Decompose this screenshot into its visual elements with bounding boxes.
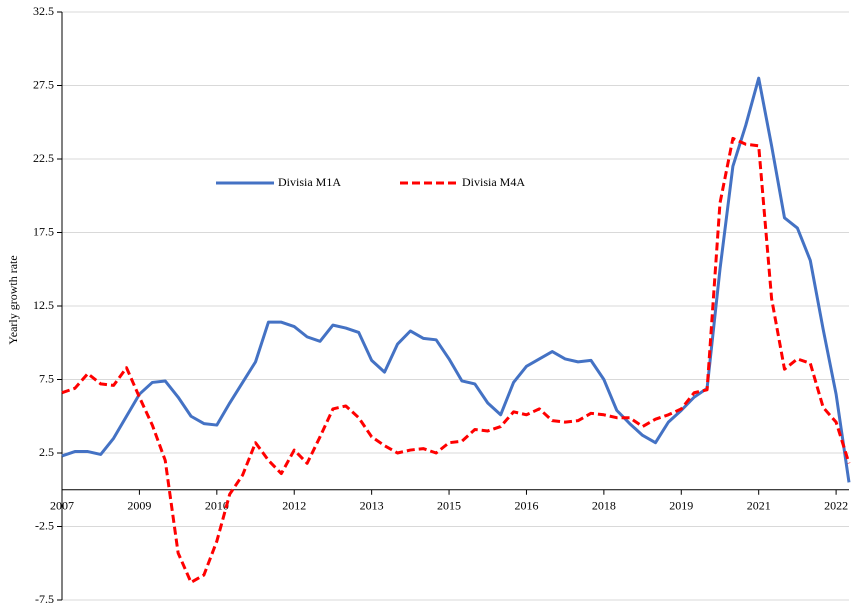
y-tick-label: -7.5 <box>35 592 54 606</box>
y-tick-label: 17.5 <box>33 224 54 238</box>
x-tick-label: 2021 <box>747 499 771 513</box>
x-tick-label: 2009 <box>127 499 151 513</box>
legend-label: Divisia M4A <box>462 175 525 189</box>
x-tick-label: 2012 <box>282 499 306 513</box>
y-tick-label: 22.5 <box>33 151 54 165</box>
y-tick-label: -2.5 <box>35 518 54 532</box>
x-tick-label: 2016 <box>514 499 538 513</box>
x-tick-label: 2010 <box>205 499 229 513</box>
y-tick-label: 32.5 <box>33 4 54 18</box>
y-tick-label: 2.5 <box>39 445 54 459</box>
legend-label: Divisia M1A <box>278 175 341 189</box>
y-axis-label: Yearly growth rate <box>6 255 20 344</box>
x-tick-label: 2019 <box>669 499 693 513</box>
y-tick-label: 7.5 <box>39 371 54 385</box>
y-tick-label: 12.5 <box>33 298 54 312</box>
line-series <box>61 76 851 483</box>
x-tick-label: 2007 <box>50 499 74 513</box>
y-tick-label: 27.5 <box>33 77 54 91</box>
x-tick-label: 2015 <box>437 499 461 513</box>
x-tick-label: 2022 <box>824 499 848 513</box>
x-tick-label: 2018 <box>592 499 616 513</box>
line-series <box>61 136 851 584</box>
x-tick-label: 2013 <box>360 499 384 513</box>
